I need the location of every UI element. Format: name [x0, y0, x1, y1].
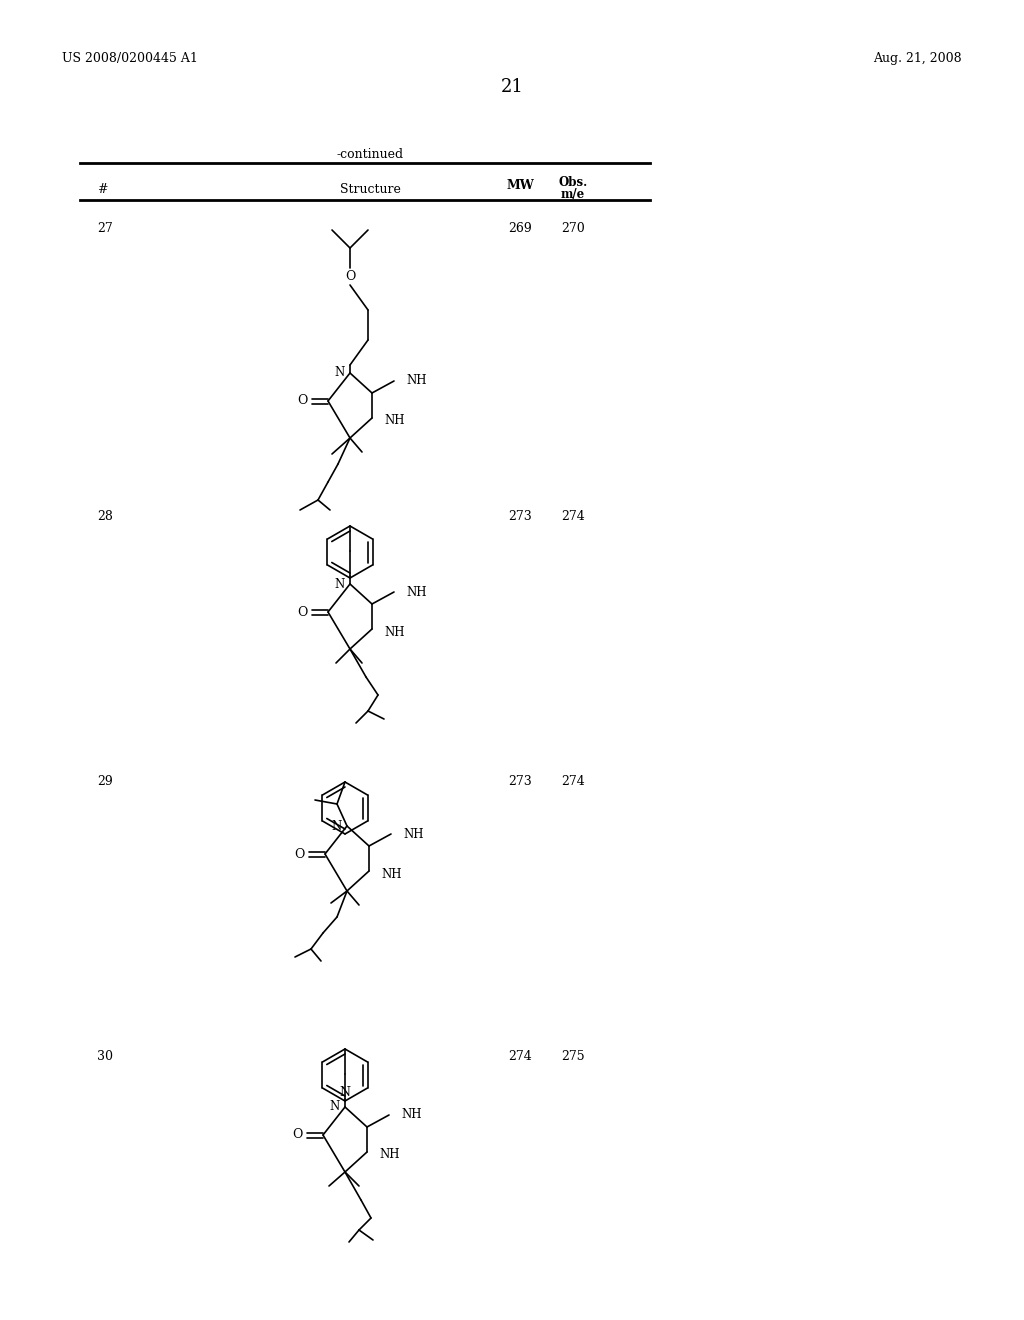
Text: 274: 274 — [561, 510, 585, 523]
Text: US 2008/0200445 A1: US 2008/0200445 A1 — [62, 51, 198, 65]
Text: O: O — [295, 847, 305, 861]
Text: 269: 269 — [508, 222, 531, 235]
Text: NH: NH — [381, 867, 401, 880]
Text: N: N — [335, 367, 345, 380]
Text: 30: 30 — [97, 1049, 113, 1063]
Text: m/e: m/e — [561, 187, 585, 201]
Text: N: N — [330, 1101, 340, 1114]
Text: O: O — [298, 395, 308, 408]
Text: NH: NH — [384, 626, 404, 639]
Text: Structure: Structure — [340, 183, 400, 195]
Text: NH: NH — [401, 1109, 422, 1122]
Text: NH: NH — [379, 1148, 399, 1162]
Text: NH: NH — [406, 375, 427, 388]
Text: 274: 274 — [508, 1049, 531, 1063]
Text: 29: 29 — [97, 775, 113, 788]
Text: 21: 21 — [501, 78, 523, 96]
Text: O: O — [293, 1129, 303, 1142]
Text: 274: 274 — [561, 775, 585, 788]
Text: MW: MW — [506, 180, 534, 191]
Text: Obs.: Obs. — [558, 176, 588, 189]
Text: NH: NH — [406, 586, 427, 598]
Text: 27: 27 — [97, 222, 113, 235]
Text: N: N — [332, 820, 342, 833]
Text: N: N — [335, 578, 345, 590]
Text: 275: 275 — [561, 1049, 585, 1063]
Text: 273: 273 — [508, 775, 531, 788]
Text: O: O — [298, 606, 308, 619]
Text: Aug. 21, 2008: Aug. 21, 2008 — [873, 51, 962, 65]
Text: O: O — [345, 269, 355, 282]
Text: 273: 273 — [508, 510, 531, 523]
Text: N: N — [340, 1086, 350, 1100]
Text: NH: NH — [403, 828, 424, 841]
Text: 270: 270 — [561, 222, 585, 235]
Text: -continued: -continued — [337, 148, 403, 161]
Text: #: # — [97, 183, 108, 195]
Text: NH: NH — [384, 414, 404, 428]
Text: 28: 28 — [97, 510, 113, 523]
